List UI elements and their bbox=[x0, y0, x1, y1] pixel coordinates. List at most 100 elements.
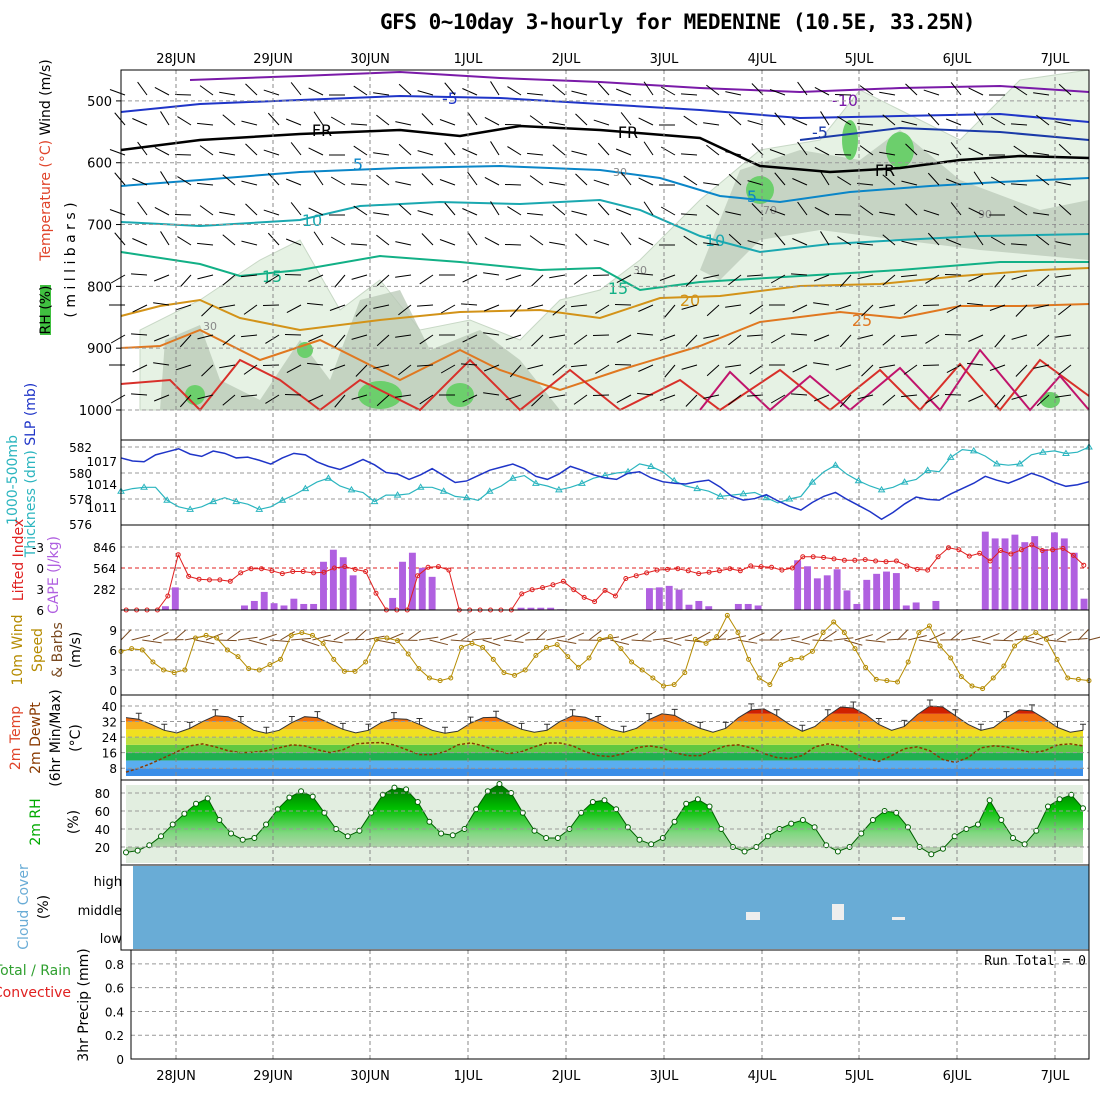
thickness-point bbox=[163, 496, 171, 503]
wind-barb bbox=[137, 201, 148, 216]
wind-barb bbox=[1035, 633, 1054, 641]
wind-barb bbox=[660, 86, 676, 96]
wind-barb bbox=[797, 81, 808, 96]
left-tick-label: 60 bbox=[95, 805, 110, 819]
wind-barb bbox=[638, 117, 654, 126]
wind-barb bbox=[137, 141, 148, 156]
wind-barb bbox=[482, 639, 501, 647]
cape-bar bbox=[290, 598, 298, 610]
wind-barb bbox=[179, 274, 192, 288]
wind-barb bbox=[797, 201, 808, 216]
wind-barb bbox=[197, 334, 214, 340]
wind-barb bbox=[769, 149, 786, 156]
wind-barb bbox=[706, 144, 720, 156]
wind-barb bbox=[308, 147, 324, 156]
wind-barb bbox=[593, 119, 610, 126]
li-point bbox=[1081, 562, 1087, 568]
minmax-marker bbox=[773, 709, 780, 716]
isotherm-line bbox=[120, 164, 1090, 204]
wind-barb bbox=[527, 304, 544, 310]
li-point bbox=[279, 571, 285, 577]
rh-area bbox=[126, 784, 1083, 855]
cape-bar bbox=[804, 566, 811, 610]
wind-speed-point bbox=[873, 676, 879, 682]
wind-barb bbox=[1033, 92, 1050, 96]
wind-barb bbox=[993, 639, 1014, 642]
wind-barb bbox=[505, 394, 522, 401]
wind-barb bbox=[1003, 630, 1018, 641]
rh-point bbox=[496, 781, 503, 787]
wind-barb bbox=[531, 274, 544, 287]
li-point bbox=[540, 585, 546, 591]
wind-barb bbox=[450, 639, 471, 642]
wind-speed-point bbox=[1001, 663, 1007, 669]
wind-barb bbox=[929, 632, 946, 641]
wind-speed-point bbox=[256, 667, 262, 673]
minmax-marker bbox=[416, 717, 423, 725]
contour-label: FR bbox=[875, 161, 895, 180]
axis-label-temp-b: 2m DewPt bbox=[28, 702, 44, 774]
wind-speed-point bbox=[426, 675, 432, 681]
axis-label-wind-c: & Barbs bbox=[50, 622, 66, 678]
wind-speed-point bbox=[639, 667, 645, 673]
wind-barb bbox=[1058, 203, 1072, 216]
cape-bar bbox=[705, 606, 713, 610]
wind-barb bbox=[879, 304, 896, 309]
cape-bar bbox=[675, 589, 683, 610]
wind-speed-point bbox=[309, 632, 315, 638]
wind-barb bbox=[837, 236, 852, 246]
wind-barb bbox=[728, 334, 742, 346]
wind-barb bbox=[529, 115, 544, 126]
wind-barb bbox=[620, 112, 632, 126]
top-date-label: 6JUL bbox=[943, 52, 973, 67]
rh-point bbox=[823, 842, 830, 849]
temp-band bbox=[126, 760, 1083, 769]
wind-barb bbox=[301, 639, 320, 647]
li-point bbox=[779, 567, 785, 573]
wind-barb bbox=[968, 87, 984, 96]
wind-barb bbox=[395, 274, 412, 278]
wind-barb bbox=[791, 333, 808, 336]
wind-barb bbox=[376, 334, 390, 347]
thickness-point bbox=[324, 474, 333, 481]
wind-barb bbox=[950, 202, 962, 216]
thickness-point bbox=[785, 495, 794, 502]
wind-barb bbox=[664, 364, 676, 378]
wind-barb bbox=[195, 639, 215, 645]
rh-high-patch bbox=[358, 381, 402, 409]
thickness-point bbox=[1015, 459, 1024, 467]
wind-barb bbox=[725, 211, 742, 216]
wind-barb bbox=[747, 120, 764, 126]
wind-barb bbox=[490, 201, 500, 216]
wind-barb bbox=[484, 237, 500, 246]
wind-barb bbox=[659, 394, 676, 401]
rh-point bbox=[379, 791, 386, 798]
wind-barb bbox=[462, 334, 478, 343]
wind-barb bbox=[749, 304, 764, 315]
bottom-date-label: 5JUL bbox=[845, 1069, 875, 1084]
wind-barb bbox=[444, 82, 456, 96]
li-point bbox=[1008, 551, 1014, 557]
cape-bar bbox=[418, 567, 426, 610]
wind-barb bbox=[681, 304, 698, 310]
wind-barb bbox=[329, 364, 346, 371]
wind-speed-point bbox=[841, 630, 847, 636]
left-tick-label: 3 bbox=[36, 583, 44, 597]
wind-barb bbox=[728, 233, 742, 246]
wind-barb bbox=[695, 631, 711, 641]
wind-barb bbox=[525, 638, 546, 641]
wind-speed-point bbox=[852, 646, 858, 652]
li-point bbox=[914, 566, 920, 572]
thickness-point bbox=[301, 484, 310, 492]
wind-barb bbox=[879, 364, 896, 369]
wind-speed-point bbox=[214, 635, 220, 641]
wind-barb bbox=[905, 203, 918, 216]
rh-point bbox=[543, 835, 550, 841]
wind-barb bbox=[421, 233, 434, 246]
wind-barb bbox=[1036, 334, 1050, 347]
wind-barb bbox=[527, 152, 544, 156]
wind-barb bbox=[839, 394, 852, 408]
left-tick-label: 6 bbox=[36, 604, 44, 618]
top-date-label: 29JUN bbox=[253, 52, 293, 67]
wind-barb bbox=[774, 112, 786, 126]
